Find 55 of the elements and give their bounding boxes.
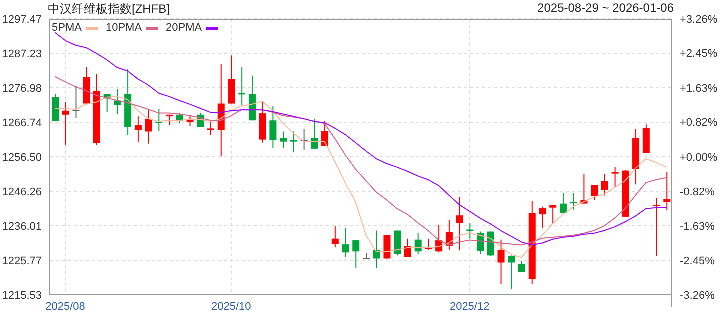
- y2-tick-label: +2.45%: [680, 48, 718, 60]
- candlestick: [270, 106, 277, 149]
- x-tick-label: 2025/08: [46, 300, 86, 313]
- legend-label: 20PMA: [166, 22, 202, 34]
- candlestick: [664, 172, 671, 212]
- y-tick-label: 1236.01: [2, 220, 42, 233]
- candlestick: [352, 240, 360, 269]
- y2-tick-label: +3.26%: [680, 14, 718, 26]
- y-tick-label: 1215.53: [2, 290, 42, 302]
- candlestick: [342, 228, 350, 258]
- y2-tick-label: +1.63%: [680, 82, 718, 95]
- legend-label: 5PMA: [52, 22, 82, 34]
- y2-tick-label: -3.26%: [680, 290, 716, 302]
- y2-tick-label: +0.00%: [680, 152, 718, 164]
- candlestick: [332, 226, 339, 248]
- y2-tick-label: +0.82%: [680, 117, 718, 130]
- candlestick: [52, 94, 59, 122]
- x-tick-label: 2025/10: [212, 300, 252, 313]
- candlestick: [280, 131, 288, 149]
- y2-tick-label: -1.63%: [680, 220, 716, 233]
- y-tick-label: 1256.50: [2, 152, 42, 164]
- candlestick: [653, 198, 660, 257]
- candlestick: [498, 239, 505, 285]
- candlestick: [72, 86, 80, 119]
- legend-label: 10PMA: [106, 22, 142, 34]
- candlestick: [612, 166, 619, 188]
- y-tick-label: 1276.98: [2, 82, 42, 95]
- x-tick-label: 2025/12: [450, 300, 490, 313]
- candlestick: [560, 192, 567, 214]
- candlestick: [363, 252, 370, 260]
- y2-tick-label: -0.82%: [680, 186, 716, 199]
- candlestick: [134, 116, 142, 143]
- y-tick-label: 1266.74: [2, 117, 42, 130]
- candlestick: [456, 196, 464, 252]
- chart-subtitle: 2025-08-29 ~ 2026-01-06: [538, 1, 674, 15]
- candlestick: [539, 206, 546, 229]
- chart-title: 中汉纤维板指数[ZHFB]: [48, 1, 170, 18]
- y-tick-label: 1246.26: [2, 186, 42, 198]
- candlestick: [570, 192, 578, 210]
- candlestick: [591, 184, 598, 201]
- candlestick: [290, 131, 298, 154]
- candlestick: [145, 109, 152, 144]
- candlestick: [311, 118, 318, 150]
- y-tick-label: 1225.77: [2, 255, 42, 268]
- y-tick-label: 1297.47: [2, 14, 42, 26]
- candlestick: [601, 174, 608, 196]
- candlestick: [404, 238, 412, 258]
- candlestick: [208, 122, 214, 136]
- y2-tick-label: -2.45%: [680, 256, 716, 268]
- y-tick-label: 1287.23: [2, 48, 42, 60]
- line-series: [54, 32, 668, 246]
- candlestick: [62, 102, 70, 146]
- candlestick: [508, 255, 516, 290]
- candlestick: [156, 109, 163, 132]
- candlestick: [550, 204, 557, 224]
